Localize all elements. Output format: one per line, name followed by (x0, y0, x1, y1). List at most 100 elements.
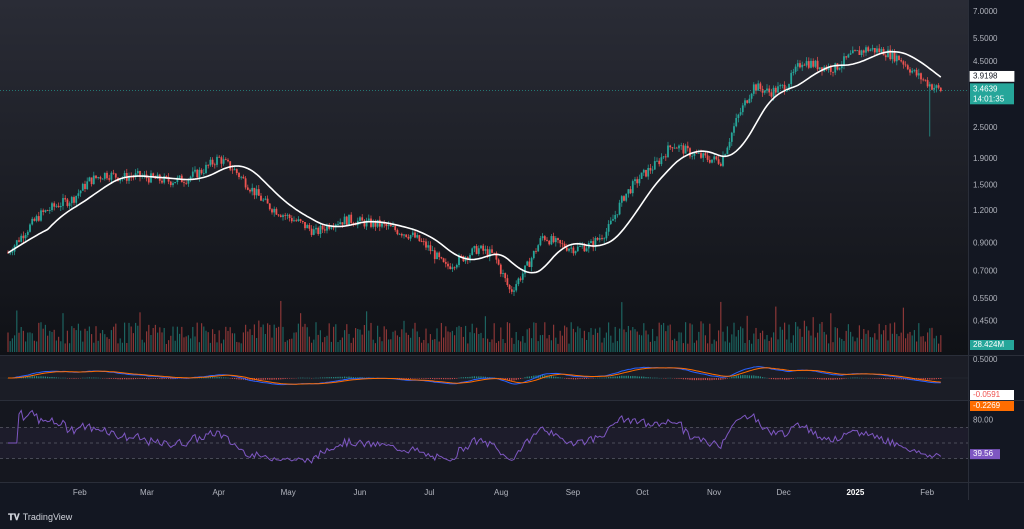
volume-bar (693, 342, 695, 352)
volume-bar (592, 334, 594, 352)
candle-body (873, 48, 876, 53)
candle-body (623, 196, 625, 201)
macd-histogram-bar (264, 378, 266, 380)
macd-histogram-bar (891, 378, 893, 380)
candle-body (766, 88, 768, 91)
candle-body (165, 176, 168, 178)
volume-bar (608, 322, 610, 352)
volume-bar (249, 329, 251, 352)
candle-body (24, 234, 27, 239)
candle-body (620, 196, 623, 203)
volume-bar (581, 338, 583, 352)
macd-histogram-bar (407, 378, 409, 380)
macd-histogram-bar (927, 378, 929, 380)
volume-bar (656, 336, 658, 352)
candle-body (662, 156, 665, 158)
volume-bar (104, 334, 106, 352)
candle-body (904, 64, 907, 66)
volume-bar (707, 343, 709, 352)
volume-bar (922, 336, 924, 352)
candle-body (570, 247, 573, 249)
volume-bar (209, 342, 211, 352)
volume-bar (744, 342, 746, 352)
candle-body (343, 216, 346, 225)
volume-bar (42, 328, 44, 352)
volume-bar (511, 337, 513, 352)
macd-histogram-bar (209, 376, 211, 379)
macd-histogram-bar (610, 376, 612, 379)
volume-bar (630, 330, 632, 352)
volume-bar (359, 329, 361, 352)
candle-body (222, 159, 225, 164)
candle-body (51, 203, 53, 211)
volume-bar (192, 326, 194, 352)
macd-histogram-bar (115, 378, 117, 379)
volume-bar (588, 332, 590, 352)
macd-histogram-bar (902, 378, 904, 380)
candle-body (935, 85, 938, 88)
candle-body (70, 197, 73, 204)
volume-bar (247, 331, 249, 352)
candle-body (603, 238, 606, 240)
candle-body (519, 278, 522, 280)
volume-bar (834, 327, 836, 352)
macd-histogram-bar (157, 378, 159, 379)
volume-bar (889, 323, 891, 352)
volume-bar (821, 322, 823, 352)
volume-bar (163, 327, 165, 352)
candle-body (114, 173, 117, 178)
volume-bar (86, 330, 88, 352)
macd-histogram-bar (896, 378, 898, 380)
time-tick-label: Aug (494, 488, 508, 497)
volume-bar (905, 338, 907, 352)
macd-histogram-bar (834, 378, 836, 380)
macd-histogram-bar (152, 378, 154, 380)
volume-bar (847, 324, 849, 352)
macd-histogram-bar (623, 375, 625, 379)
candle-body (337, 224, 339, 226)
volume-bar (880, 334, 882, 352)
candle-body (865, 47, 867, 53)
candle-body (759, 83, 762, 89)
macd-histogram-bar (227, 377, 229, 379)
candle-body (134, 173, 137, 178)
macd-histogram-bar (533, 375, 535, 379)
volume-bar (102, 330, 104, 352)
candle-body (605, 231, 608, 239)
macd-histogram-bar (557, 377, 559, 379)
volume-bar (115, 323, 117, 352)
volume-bar (80, 330, 82, 352)
candle-body (20, 235, 23, 242)
candle-body (79, 190, 82, 194)
volume-bar (561, 335, 563, 352)
candle-body (147, 178, 150, 183)
candle-body (851, 50, 854, 54)
macd-histogram-bar (898, 378, 900, 380)
macd-histogram-bar (315, 377, 317, 379)
volume-bar (674, 338, 676, 352)
volume-bar (183, 337, 185, 352)
macd-histogram-bar (218, 377, 220, 379)
volume-bar (627, 325, 629, 352)
volume-bar (394, 330, 396, 352)
volume-bar (636, 331, 638, 352)
macd-histogram-bar (201, 377, 203, 379)
candle-body (891, 50, 894, 60)
candle-body (477, 248, 480, 254)
ma-value-tag: 3.9198 (973, 71, 998, 80)
volume-bar (469, 332, 471, 352)
tradingview-brand: 𝐓𝐕 TradingView (8, 512, 72, 523)
volume-bar (216, 342, 218, 352)
candle-body (297, 219, 300, 222)
volume-bar (526, 329, 528, 352)
candle-body (700, 153, 702, 158)
macd-tick-label: 0.5000 (973, 355, 998, 364)
macd-histogram-bar (762, 377, 764, 379)
candle-body (242, 176, 245, 179)
candle-body (75, 195, 78, 203)
candle-body (40, 210, 42, 221)
candle-body (218, 156, 221, 158)
volume-bar (264, 333, 266, 352)
volume-bar (509, 323, 511, 352)
